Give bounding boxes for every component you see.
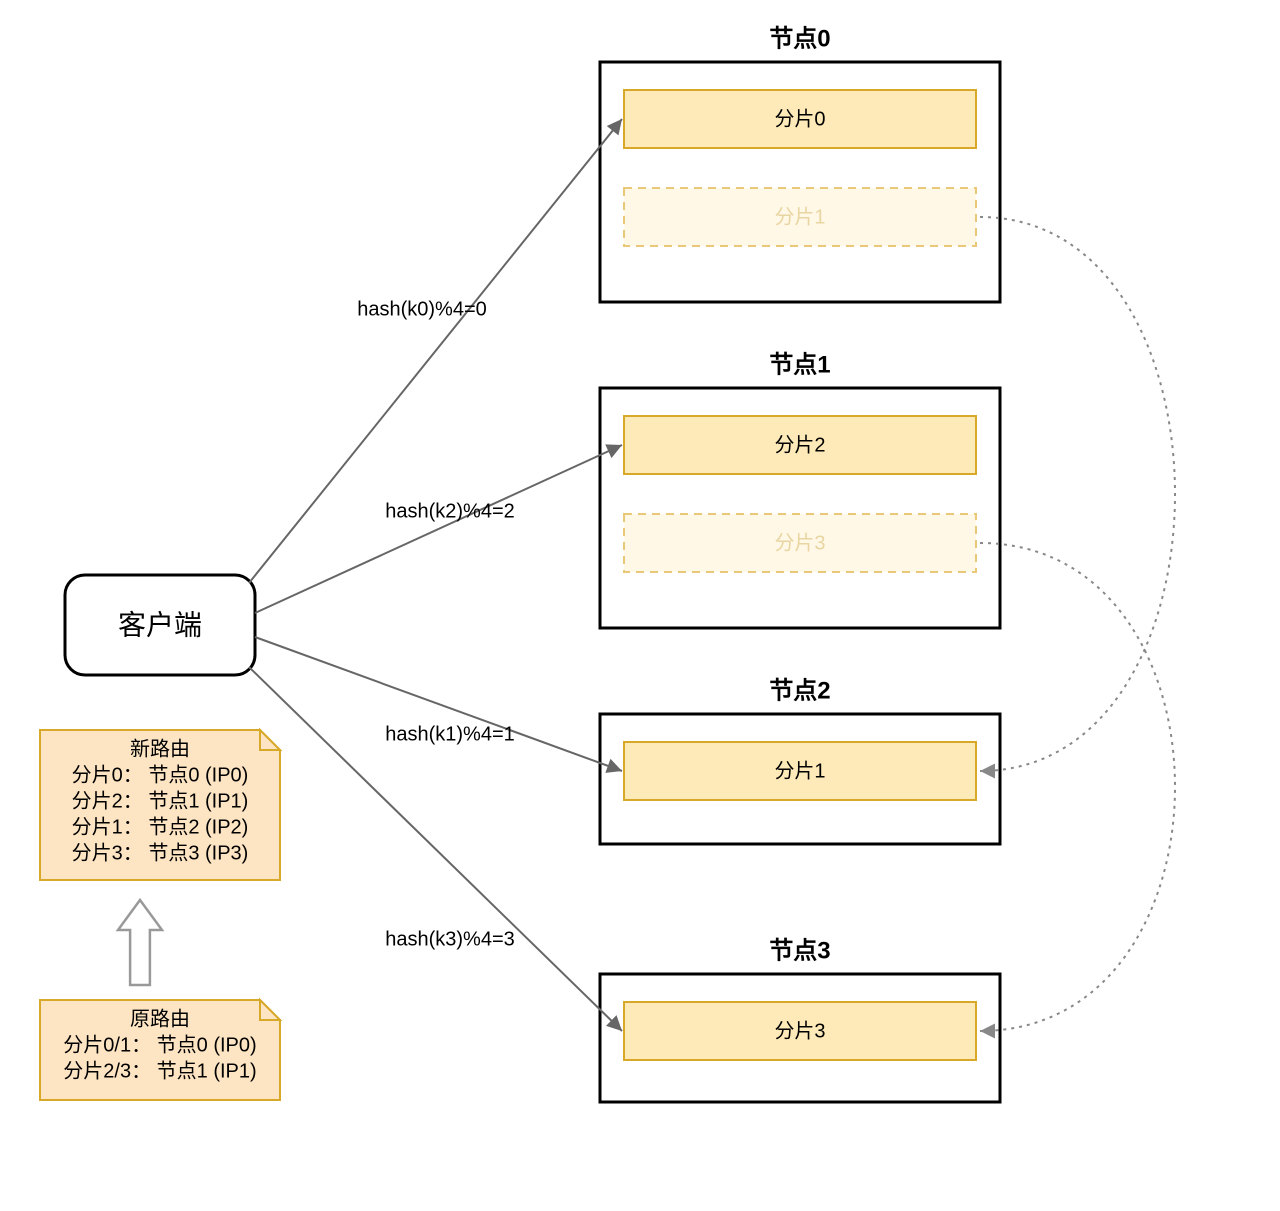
note-line: 分片2： 节点1 (IP1) — [72, 789, 249, 812]
note-line: 分片0： 节点0 (IP0) — [72, 763, 249, 786]
shard-label: 分片2 — [774, 433, 825, 456]
up-arrow-icon — [118, 900, 162, 985]
client-label: 客户端 — [118, 609, 202, 640]
shard-label: 分片3 — [774, 531, 825, 554]
note-title: 新路由 — [130, 737, 190, 760]
hash-edge — [255, 445, 622, 613]
note-line: 分片0/1： 节点0 (IP0) — [63, 1033, 256, 1056]
node-title: 节点1 — [769, 351, 830, 378]
shard-label: 分片3 — [774, 1019, 825, 1042]
migration-curve — [980, 543, 1175, 1031]
hash-edge — [255, 637, 622, 771]
hash-edge-label: hash(k3)%4=3 — [385, 928, 515, 950]
shard-label: 分片1 — [774, 759, 825, 782]
hash-edge-label: hash(k1)%4=1 — [385, 723, 515, 745]
hash-edge-label: hash(k0)%4=0 — [357, 298, 487, 320]
shard-label: 分片0 — [774, 107, 825, 130]
note-line: 分片3： 节点3 (IP3) — [72, 841, 249, 864]
hash-edge — [249, 667, 622, 1031]
hash-edge-label: hash(k2)%4=2 — [385, 500, 515, 522]
node-title: 节点2 — [769, 677, 830, 704]
note-line: 分片2/3： 节点1 (IP1) — [63, 1059, 256, 1082]
migration-curve — [980, 217, 1175, 771]
node-title: 节点3 — [769, 937, 830, 964]
note-title: 原路由 — [130, 1007, 190, 1030]
note-line: 分片1： 节点2 (IP2) — [72, 815, 249, 838]
node-title: 节点0 — [769, 25, 830, 52]
shard-label: 分片1 — [774, 205, 825, 228]
